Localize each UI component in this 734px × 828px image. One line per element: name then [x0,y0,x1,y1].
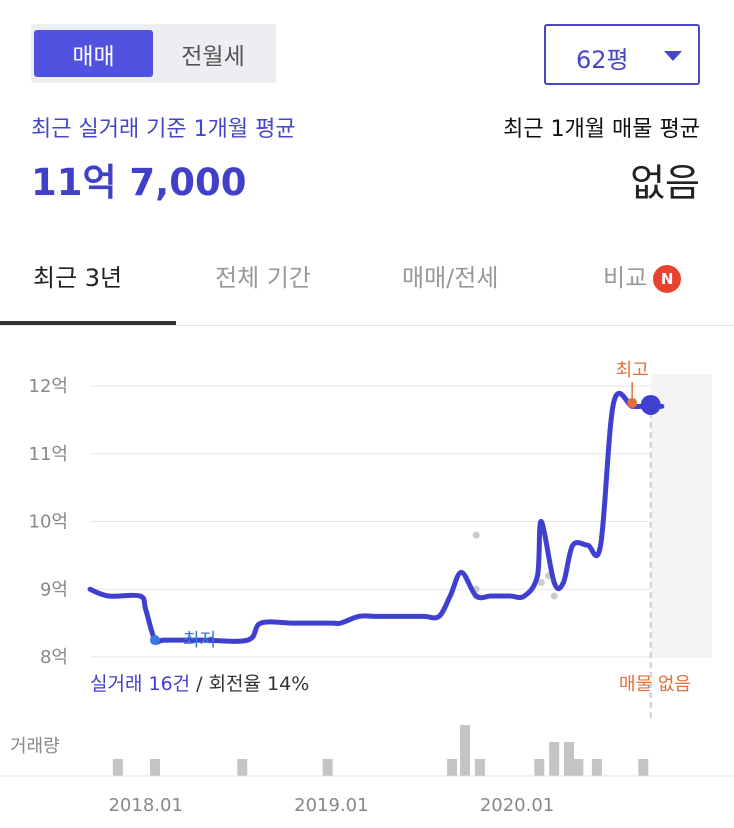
listing-average-value: 없음 [630,161,700,205]
volume-bar [237,759,248,776]
trade-type-toggle: 매매 전월세 [31,24,276,83]
tab-compare-label: 비교 [603,264,648,292]
volume-bar [447,759,458,776]
period-tabs: 최근 3년 전체 기간 매매/전세 비교 N [0,240,734,326]
volume-bar [591,759,602,776]
volume-bar [638,759,649,776]
highest-label: 최고 [616,360,649,381]
volume-bar [460,725,471,776]
no-listing-label: 매물 없음 [619,674,691,695]
volume-label: 거래량 [10,736,60,757]
rent-toggle-button[interactable]: 전월세 [181,43,245,70]
tab-recent-3-years[interactable]: 최근 3년 [33,264,123,292]
trade-summary: 실거래 16건 / 회전율 14% [90,673,309,695]
x-tick-label: 2020.01 [480,795,554,816]
x-tick-label: 2018.01 [108,795,182,816]
highest-point-marker [627,397,638,408]
trade-point [472,531,480,539]
volume-bar [474,759,485,776]
y-tick-label: 9억 [40,579,68,600]
price-line [87,391,665,645]
size-select-value: 62평 [576,46,629,74]
lowest-label: 최저 [183,630,216,651]
trade-point [537,578,545,586]
volume-bar [573,759,584,776]
caret-down-icon [664,51,682,61]
new-badge: N [653,265,682,293]
volume-bar [322,759,333,776]
size-select[interactable]: 62평 [544,24,700,85]
volume-bar [564,742,575,776]
recent-trade-average-value: 11억 7,000 [31,161,247,204]
tab-compare[interactable]: 비교 N [603,258,682,293]
sale-toggle-button[interactable]: 매매 [34,30,153,77]
trade-count-label: 실거래 16건 [90,673,190,695]
tab-sale-rent[interactable]: 매매/전세 [402,264,499,292]
current-point-marker [640,394,661,415]
y-tick-label: 12억 [29,376,68,397]
volume-bar [149,759,160,776]
volume-bar [534,759,545,776]
trade-point [550,592,558,600]
volume-bar [549,742,560,776]
active-tab-underline [0,321,176,325]
y-tick-label: 8억 [40,647,68,668]
recent-trade-average-label: 최근 실거래 기준 1개월 평균 [31,117,296,142]
volume-bar [112,759,123,776]
y-tick-label: 11억 [29,444,68,465]
turnover-label: / 회전율 14% [196,673,309,695]
x-tick-label: 2019.01 [294,795,368,816]
y-tick-label: 10억 [29,512,68,533]
future-shaded-area [650,374,712,657]
tab-all-period[interactable]: 전체 기간 [215,264,311,292]
listing-average-label: 최근 1개월 매물 평균 [503,117,700,142]
lowest-point-marker [149,635,160,646]
